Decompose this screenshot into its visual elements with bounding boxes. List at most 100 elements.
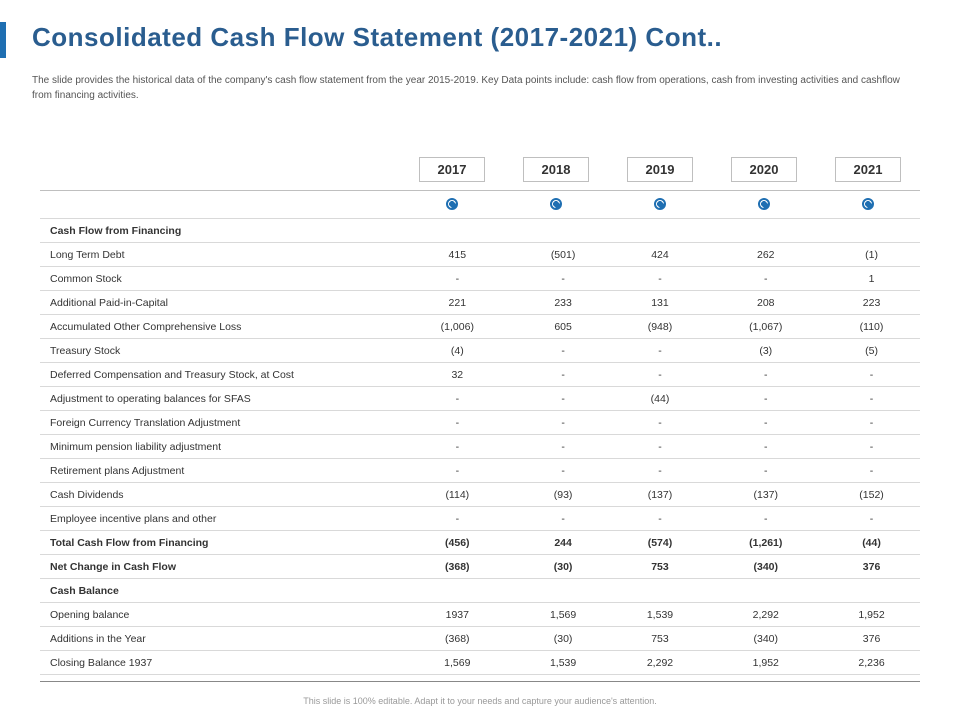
- row-value: -: [612, 267, 709, 291]
- row-value: [515, 579, 612, 603]
- row-value: (1,067): [708, 315, 823, 339]
- year-dot-cell: [504, 198, 608, 210]
- row-value: -: [400, 411, 515, 435]
- table-row: Retirement plans Adjustment-----: [40, 459, 920, 483]
- row-value: 1,569: [515, 603, 612, 627]
- row-value: (1,006): [400, 315, 515, 339]
- row-value: -: [708, 363, 823, 387]
- year-column: 2017: [400, 157, 504, 190]
- year-box: 2018: [523, 157, 590, 182]
- row-value: (30): [515, 555, 612, 579]
- row-value: -: [515, 435, 612, 459]
- row-value: -: [612, 363, 709, 387]
- table-row: Deferred Compensation and Treasury Stock…: [40, 363, 920, 387]
- row-value: 424: [612, 243, 709, 267]
- row-value: (1): [823, 243, 920, 267]
- row-label: Additional Paid-in-Capital: [40, 291, 400, 315]
- row-value: (110): [823, 315, 920, 339]
- footer-note: This slide is 100% editable. Adapt it to…: [0, 696, 960, 706]
- row-value: 1: [823, 267, 920, 291]
- year-box: 2020: [731, 157, 798, 182]
- row-value: -: [823, 411, 920, 435]
- row-label: Employee incentive plans and other: [40, 507, 400, 531]
- table-row: Minimum pension liability adjustment----…: [40, 435, 920, 459]
- row-value: 1,569: [400, 651, 515, 675]
- table-row: Cash Balance: [40, 579, 920, 603]
- table-row: Long Term Debt415(501)424262(1): [40, 243, 920, 267]
- row-value: (4): [400, 339, 515, 363]
- row-value: (152): [823, 483, 920, 507]
- row-value: -: [708, 435, 823, 459]
- row-value: 376: [823, 627, 920, 651]
- row-value: -: [400, 267, 515, 291]
- row-value: [400, 219, 515, 243]
- table-row: Treasury Stock(4)--(3)(5): [40, 339, 920, 363]
- year-box: 2021: [835, 157, 902, 182]
- page-title: Consolidated Cash Flow Statement (2017-2…: [32, 22, 722, 53]
- table-row: Foreign Currency Translation Adjustment-…: [40, 411, 920, 435]
- row-value: -: [400, 387, 515, 411]
- table-row: Accumulated Other Comprehensive Loss(1,0…: [40, 315, 920, 339]
- header-rule: [40, 190, 920, 191]
- row-label: Accumulated Other Comprehensive Loss: [40, 315, 400, 339]
- row-value: -: [515, 411, 612, 435]
- radio-dot-icon: [550, 198, 562, 210]
- row-value: [612, 579, 709, 603]
- table-row: Adjustment to operating balances for SFA…: [40, 387, 920, 411]
- year-dot-row: [40, 190, 920, 218]
- row-value: (501): [515, 243, 612, 267]
- row-label: Deferred Compensation and Treasury Stock…: [40, 363, 400, 387]
- row-value: [612, 219, 709, 243]
- row-value: -: [708, 411, 823, 435]
- row-value: 2,292: [612, 651, 709, 675]
- bottom-rule: [40, 681, 920, 682]
- table-row: Cash Flow from Financing: [40, 219, 920, 243]
- table-row: Common Stock----1: [40, 267, 920, 291]
- year-dot-cell: [400, 198, 504, 210]
- row-value: 415: [400, 243, 515, 267]
- table-row: Opening balance19371,5691,5392,2921,952: [40, 603, 920, 627]
- row-value: 753: [612, 627, 709, 651]
- row-value: -: [400, 435, 515, 459]
- row-label: Net Change in Cash Flow: [40, 555, 400, 579]
- row-label: Cash Balance: [40, 579, 400, 603]
- row-label: Treasury Stock: [40, 339, 400, 363]
- row-value: -: [823, 387, 920, 411]
- row-value: (456): [400, 531, 515, 555]
- row-value: 208: [708, 291, 823, 315]
- row-value: (93): [515, 483, 612, 507]
- row-label: Opening balance: [40, 603, 400, 627]
- row-value: -: [612, 435, 709, 459]
- row-value: (44): [612, 387, 709, 411]
- year-header-row: 20172018201920202021: [40, 148, 920, 190]
- row-value: (137): [612, 483, 709, 507]
- row-value: 1937: [400, 603, 515, 627]
- year-column: 2021: [816, 157, 920, 190]
- row-value: -: [823, 435, 920, 459]
- row-value: -: [823, 459, 920, 483]
- table-row: Total Cash Flow from Financing(456)244(5…: [40, 531, 920, 555]
- row-label: Total Cash Flow from Financing: [40, 531, 400, 555]
- row-value: [823, 579, 920, 603]
- year-dot-cell: [712, 198, 816, 210]
- row-value: -: [515, 339, 612, 363]
- radio-dot-icon: [654, 198, 666, 210]
- row-value: [708, 219, 823, 243]
- row-label: Retirement plans Adjustment: [40, 459, 400, 483]
- row-value: -: [400, 507, 515, 531]
- radio-dot-icon: [758, 198, 770, 210]
- row-value: -: [515, 387, 612, 411]
- row-value: -: [708, 459, 823, 483]
- row-value: [823, 219, 920, 243]
- row-label: Additions in the Year: [40, 627, 400, 651]
- row-value: 1,539: [612, 603, 709, 627]
- row-value: 223: [823, 291, 920, 315]
- row-value: -: [515, 459, 612, 483]
- row-value: [708, 579, 823, 603]
- row-value: 32: [400, 363, 515, 387]
- row-label: Foreign Currency Translation Adjustment: [40, 411, 400, 435]
- table-row: Employee incentive plans and other-----: [40, 507, 920, 531]
- row-label: Closing Balance 1937: [40, 651, 400, 675]
- row-value: -: [515, 507, 612, 531]
- row-value: 605: [515, 315, 612, 339]
